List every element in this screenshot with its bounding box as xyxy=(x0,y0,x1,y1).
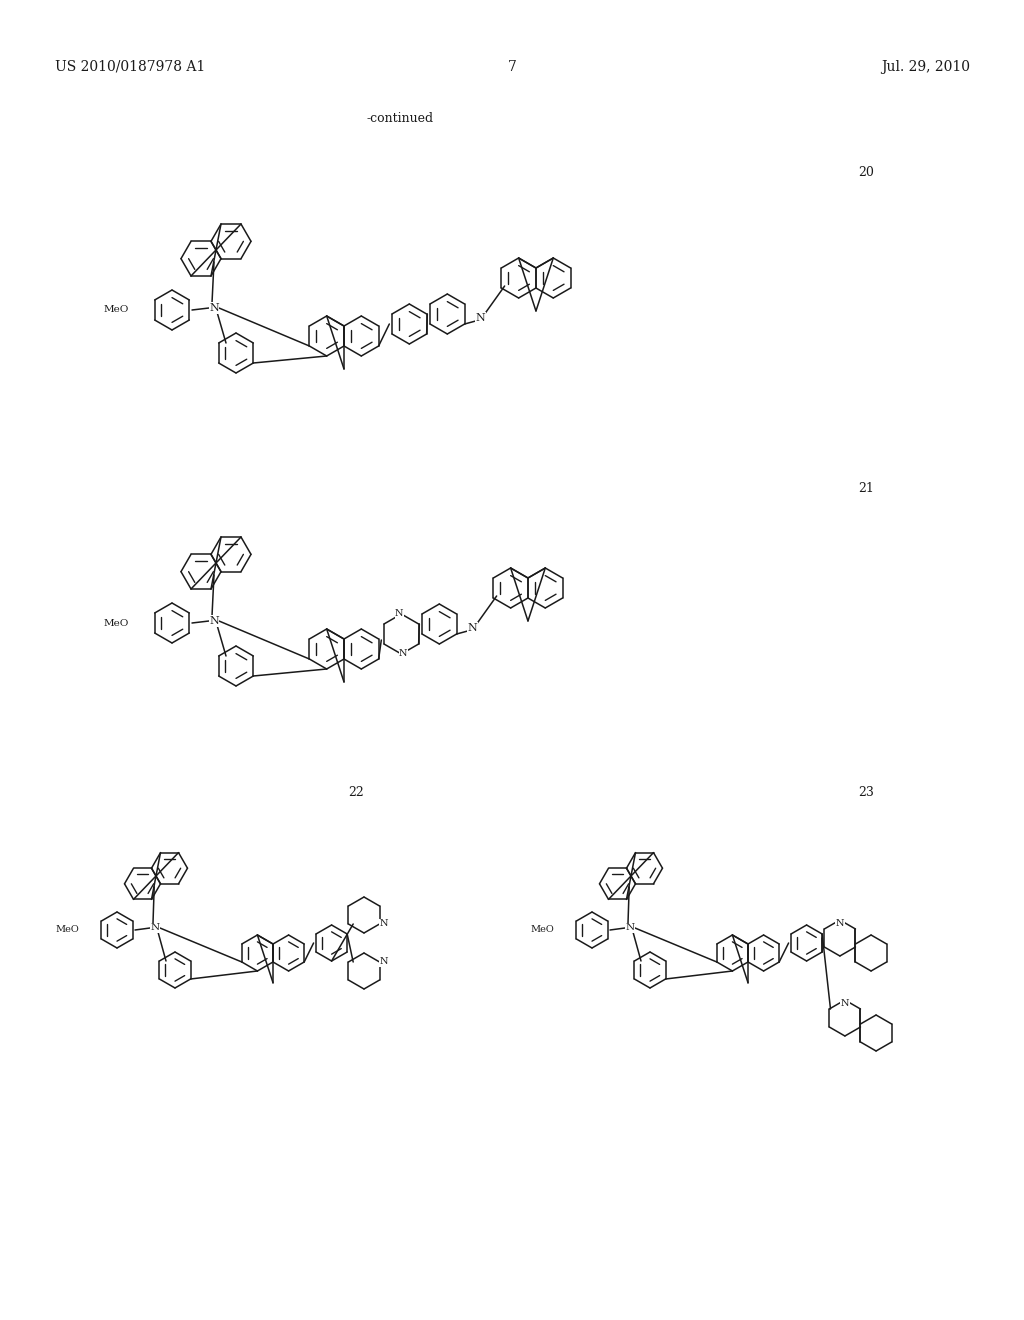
Text: N: N xyxy=(836,920,844,928)
Text: N: N xyxy=(379,957,388,966)
Text: N: N xyxy=(626,924,635,932)
Text: N: N xyxy=(476,313,485,323)
Text: 20: 20 xyxy=(858,166,873,180)
Text: US 2010/0187978 A1: US 2010/0187978 A1 xyxy=(55,59,205,74)
Text: 21: 21 xyxy=(858,482,873,495)
Text: MeO: MeO xyxy=(55,925,79,935)
Text: N: N xyxy=(399,649,408,659)
Text: N: N xyxy=(151,924,160,932)
Text: N: N xyxy=(209,616,219,626)
Text: 22: 22 xyxy=(348,787,364,800)
Text: -continued: -continued xyxy=(367,111,433,124)
Text: MeO: MeO xyxy=(103,619,129,627)
Text: N: N xyxy=(841,999,849,1008)
Text: 23: 23 xyxy=(858,787,873,800)
Text: Jul. 29, 2010: Jul. 29, 2010 xyxy=(881,59,970,74)
Text: N: N xyxy=(468,623,477,634)
Text: MeO: MeO xyxy=(530,925,554,935)
Text: N: N xyxy=(379,920,388,928)
Text: MeO: MeO xyxy=(103,305,129,314)
Text: N: N xyxy=(395,610,403,619)
Text: 7: 7 xyxy=(508,59,516,74)
Text: N: N xyxy=(209,304,219,313)
